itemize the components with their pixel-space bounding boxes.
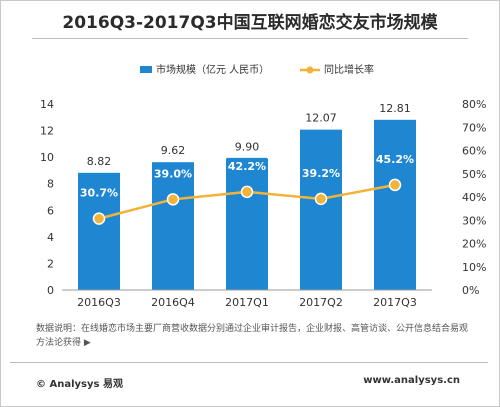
right-tick-label: 40% [462, 191, 486, 204]
site-url: www.analysys.cn [363, 375, 460, 386]
growth-point [314, 192, 328, 206]
line-series: 30.7% 39.0% 42.2% 39.2% 45.2% [79, 150, 415, 225]
legend-label-bar: 市场规模（亿元 人民币） [156, 63, 269, 76]
growth-point [166, 193, 180, 206]
growth-label-box [375, 150, 415, 167]
footer-divider [10, 362, 488, 363]
growth-label-box [153, 165, 193, 182]
x-tick-label: 2017Q3 [373, 296, 417, 309]
growth-label: 39.0% [154, 167, 192, 180]
left-tick-label: 0 [47, 284, 54, 297]
growth-label: 45.2% [376, 153, 414, 166]
chart-title: 2016Q3-2017Q3中国互联网婚恋交友市场规模 [62, 13, 438, 33]
bar-series: 8.82 9.62 9.90 12.07 12.81 [78, 102, 416, 290]
bar [300, 129, 342, 290]
growth-label: 39.2% [302, 167, 340, 180]
x-tick-label: 2017Q2 [299, 296, 343, 309]
x-axis: 2016Q3 2016Q4 2017Q1 2017Q2 2017Q3 [62, 289, 432, 309]
left-axis: 0 2 4 6 8 10 12 14 [40, 98, 54, 297]
legend-label-line: 同比增长率 [324, 63, 374, 76]
bar-value-label: 12.81 [379, 102, 411, 115]
growth-point [388, 178, 402, 192]
growth-point [240, 185, 254, 199]
right-tick-label: 60% [462, 145, 486, 158]
bar-value-label: 9.62 [161, 144, 186, 157]
growth-label-box [79, 184, 119, 201]
x-tick-label: 2016Q3 [77, 296, 121, 309]
growth-point [92, 212, 106, 225]
bar [152, 162, 194, 290]
right-tick-label: 80% [462, 98, 486, 111]
legend: 市场规模（亿元 人民币） 同比增长率 [140, 63, 374, 76]
right-tick-label: 50% [462, 168, 486, 181]
bar [374, 119, 416, 290]
bar-value-label: 12.07 [305, 112, 337, 125]
bar [226, 158, 268, 290]
x-tick-label: 2017Q1 [225, 296, 269, 309]
left-tick-label: 14 [40, 98, 54, 111]
legend-swatch-bar [140, 66, 152, 73]
left-tick-label: 12 [40, 125, 54, 138]
left-tick-label: 4 [47, 231, 54, 244]
bar-value-label: 9.90 [235, 140, 260, 153]
growth-label: 42.2% [228, 160, 266, 173]
legend-marker-line [306, 66, 314, 74]
right-tick-label: 0% [462, 284, 479, 297]
right-tick-label: 10% [462, 261, 486, 274]
data-note: 数据说明：在线婚恋市场主要厂商营收数据分别通过企业审计报告，企业财报、高管访谈、… [36, 324, 469, 348]
title-divider [32, 38, 468, 39]
x-tick-label: 2016Q4 [151, 296, 195, 309]
right-axis: 0% 10% 20% 30% 40% 50% 60% 70% 80% [462, 98, 486, 297]
bar-value-label: 8.82 [87, 155, 112, 168]
right-tick-label: 30% [462, 214, 486, 227]
brand-label: © Analysys 易观 [36, 379, 123, 390]
left-tick-label: 6 [47, 204, 54, 217]
left-tick-label: 8 [47, 178, 54, 191]
right-tick-label: 70% [462, 121, 486, 134]
growth-label: 30.7% [80, 187, 118, 200]
growth-label-box [301, 164, 341, 181]
growth-label-box [227, 157, 267, 174]
left-tick-label: 10 [40, 151, 54, 164]
left-tick-label: 2 [47, 257, 54, 270]
right-tick-label: 20% [462, 238, 486, 251]
